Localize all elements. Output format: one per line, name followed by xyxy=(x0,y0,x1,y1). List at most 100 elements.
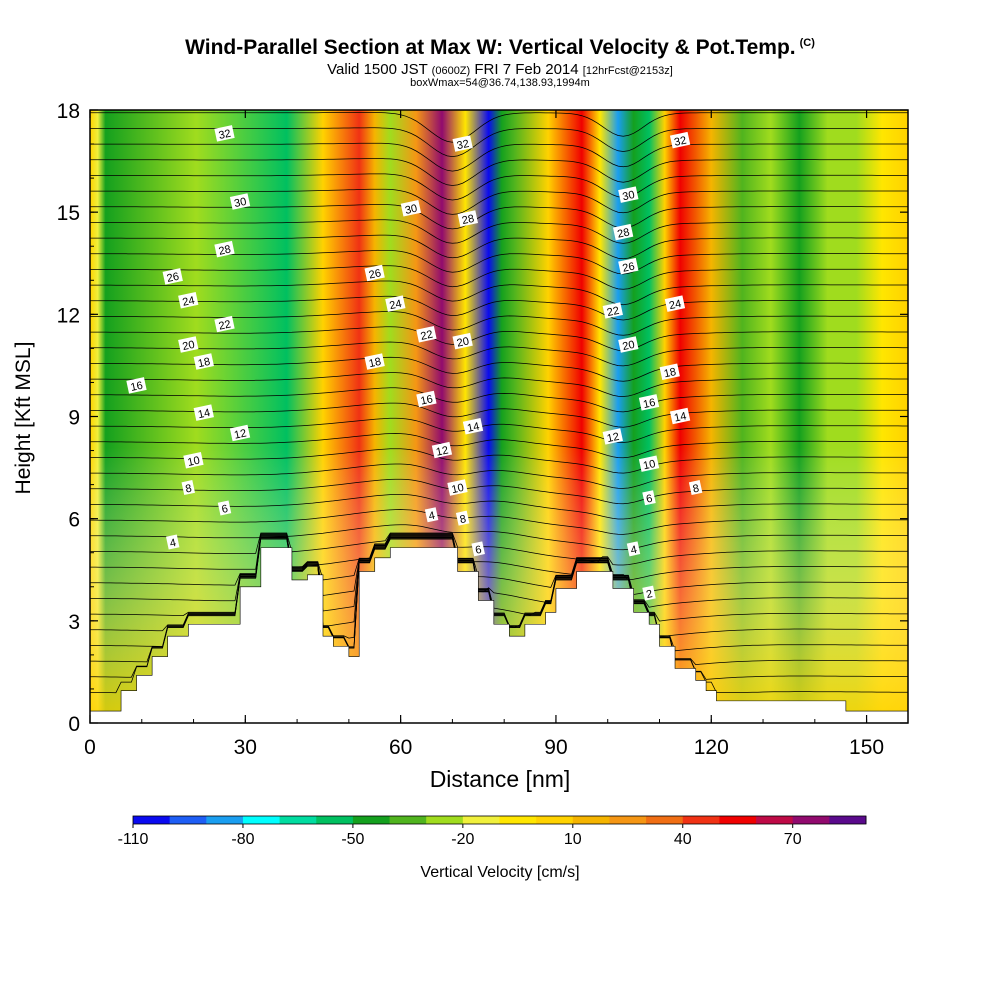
theta-contour xyxy=(90,402,908,428)
contour-label: 10 xyxy=(447,479,468,496)
theta-contour xyxy=(90,463,908,489)
svg-text:26: 26 xyxy=(621,260,635,274)
svg-text:22: 22 xyxy=(419,329,433,343)
theta-contour xyxy=(90,387,908,413)
colorbar-swatch xyxy=(646,816,684,824)
x-tick-label: 60 xyxy=(389,736,412,759)
svg-text:22: 22 xyxy=(606,305,620,319)
theta-contour xyxy=(90,533,908,595)
svg-text:30: 30 xyxy=(404,203,418,217)
svg-text:12: 12 xyxy=(435,444,449,458)
svg-text:6: 6 xyxy=(221,503,229,516)
terrain xyxy=(90,547,908,723)
contour-label: 28 xyxy=(457,210,478,227)
svg-text:12: 12 xyxy=(606,431,620,445)
x-tick-label: 0 xyxy=(84,736,96,759)
svg-text:14: 14 xyxy=(673,410,687,424)
theta-contour xyxy=(90,356,908,382)
colorbar-tick-label: -110 xyxy=(118,831,149,848)
contour-label: 8 xyxy=(688,480,703,496)
contour-label: 20 xyxy=(452,332,473,350)
svg-text:30: 30 xyxy=(621,189,635,203)
svg-text:10: 10 xyxy=(451,482,465,496)
contour-label: 30 xyxy=(229,193,251,210)
contour-label: 6 xyxy=(217,500,232,516)
colorbar-swatch xyxy=(536,816,574,824)
svg-text:24: 24 xyxy=(181,295,195,309)
contour-label: 32 xyxy=(669,131,691,149)
contour-label: 16 xyxy=(638,394,660,411)
theta-contour xyxy=(90,535,908,622)
y-tick-label: 12 xyxy=(57,304,80,327)
colorbar-tick-label: 70 xyxy=(784,831,802,848)
y-axis-ticks: 0 3 6 9 12 15 18 xyxy=(57,100,908,736)
svg-text:14: 14 xyxy=(197,407,211,421)
svg-text:26: 26 xyxy=(368,267,382,281)
colorbar-swatch xyxy=(756,816,794,824)
contour-label: 30 xyxy=(400,200,422,217)
x-tick-label: 90 xyxy=(544,736,567,759)
contour-label: 20 xyxy=(178,336,199,353)
contour-label: 4 xyxy=(626,541,641,557)
theta-contour xyxy=(90,158,908,186)
contour-label: 8 xyxy=(181,480,195,496)
contour-label: 6 xyxy=(471,541,485,557)
svg-text:4: 4 xyxy=(428,510,436,523)
x-axis-ticks: 0 30 60 90 120 150 xyxy=(84,110,884,759)
svg-text:18: 18 xyxy=(368,356,382,370)
svg-text:20: 20 xyxy=(456,335,470,349)
svg-text:18: 18 xyxy=(197,356,211,370)
contour-label: 26 xyxy=(162,268,183,285)
svg-text:32: 32 xyxy=(456,138,470,152)
x-tick-label: 30 xyxy=(234,736,257,759)
colorbar-swatch xyxy=(242,816,281,824)
colorbar-swatch xyxy=(572,816,610,824)
theta-contour xyxy=(90,142,908,172)
theta-contour xyxy=(90,533,908,581)
contour-label: 18 xyxy=(193,353,214,370)
svg-text:28: 28 xyxy=(616,226,630,240)
theta-contour xyxy=(90,534,908,608)
contour-labels: 3230282624222018161412108643026242218161… xyxy=(126,125,703,601)
contour-label: 24 xyxy=(178,291,199,309)
chart-subtitle: Valid 1500 JST (0600Z) FRI 7 Feb 2014 [1… xyxy=(327,61,673,78)
theta-contour xyxy=(90,188,908,215)
colorbar-swatch xyxy=(499,816,537,824)
contour-label: 14 xyxy=(462,417,484,435)
contour-label: 24 xyxy=(385,295,406,312)
colorbar-swatch xyxy=(133,816,171,824)
colorbar-swatch xyxy=(316,816,354,824)
contour-label: 12 xyxy=(602,428,623,445)
theta-contour xyxy=(90,341,908,367)
x-axis-label: Distance [nm] xyxy=(429,766,571,792)
colorbar-swatch xyxy=(426,816,464,824)
colorbar-swatch xyxy=(792,816,830,824)
svg-text:6: 6 xyxy=(645,493,653,506)
svg-text:16: 16 xyxy=(130,380,144,394)
contour-label: 32 xyxy=(452,135,473,152)
contour-label: 22 xyxy=(416,326,437,343)
svg-text:28: 28 xyxy=(218,243,232,257)
colorbar-swatch xyxy=(389,816,427,824)
y-tick-label: 3 xyxy=(68,611,80,634)
theta-contour xyxy=(90,295,908,321)
y-tick-label: 0 xyxy=(68,713,80,736)
svg-text:12: 12 xyxy=(233,427,247,441)
theta-contour xyxy=(90,112,908,143)
colorbar-swatch xyxy=(169,816,207,824)
svg-text:20: 20 xyxy=(181,339,195,353)
theta-contour xyxy=(90,280,908,306)
svg-text:16: 16 xyxy=(419,393,433,407)
svg-text:8: 8 xyxy=(184,482,192,495)
svg-text:30: 30 xyxy=(233,196,247,210)
svg-text:2: 2 xyxy=(645,588,653,601)
contour-label: 26 xyxy=(364,264,385,282)
theta-contour xyxy=(90,509,908,535)
colorbar-tick-label: 40 xyxy=(674,831,692,848)
theta-contour xyxy=(90,538,908,680)
svg-text:32: 32 xyxy=(218,128,232,142)
svg-text:28: 28 xyxy=(461,213,475,227)
colorbar-swatch xyxy=(829,816,867,824)
colorbar-swatch xyxy=(462,816,500,824)
